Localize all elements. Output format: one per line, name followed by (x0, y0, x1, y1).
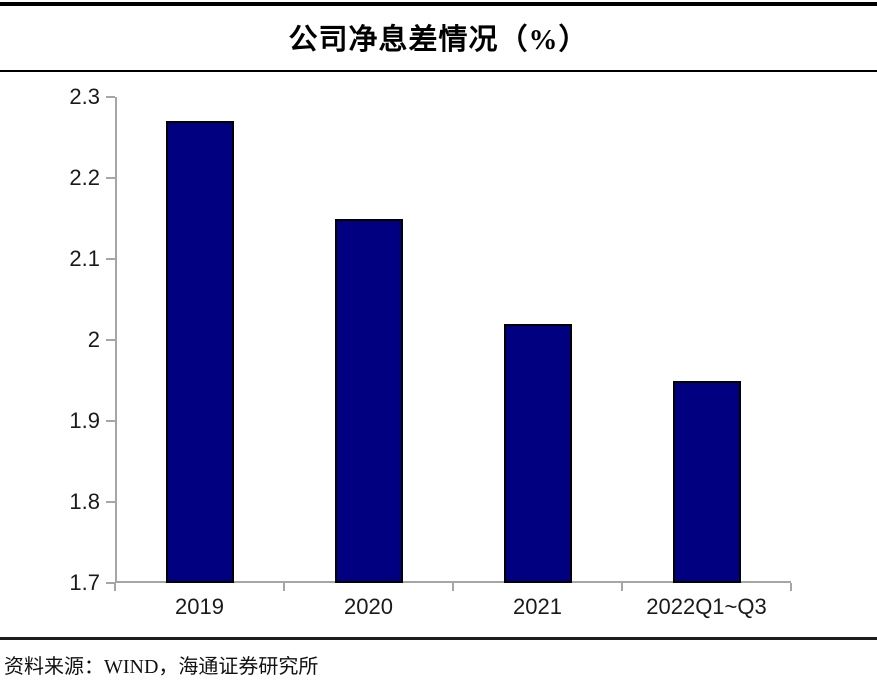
x-tick-mark (452, 583, 454, 591)
y-tick-label: 2 (87, 327, 100, 352)
x-tick-mark (114, 583, 116, 591)
y-tick-label: 1.8 (69, 489, 100, 514)
y-tick-label: 2.1 (69, 246, 100, 271)
y-tick-mark (106, 582, 115, 584)
plot-area (115, 97, 791, 583)
y-tick-mark (106, 258, 115, 260)
y-tick-mark (106, 96, 115, 98)
y-tick-mark (106, 177, 115, 179)
y-tick-label: 2.3 (69, 84, 100, 109)
bottom-border-rule (0, 637, 877, 640)
top-border-rule (0, 2, 877, 6)
y-tick-label: 2.2 (69, 165, 100, 190)
x-tick-mark (790, 583, 792, 591)
y-tick-mark (106, 339, 115, 341)
x-tick-label: 2022Q1~Q3 (646, 594, 767, 619)
bar-2019 (165, 121, 234, 583)
x-tick-label: 2020 (344, 594, 393, 619)
bar-2022Q1~Q3 (672, 380, 741, 583)
chart-title: 公司净息差情况（%） (288, 24, 589, 56)
y-tick-label: 1.9 (69, 408, 100, 433)
bar-2020 (334, 218, 403, 583)
x-tick-label: 2019 (175, 594, 224, 619)
x-tick-mark (621, 583, 623, 591)
x-tick-mark (283, 583, 285, 591)
x-tick-label: 2021 (513, 594, 562, 619)
y-tick-mark (106, 501, 115, 503)
bar-2021 (503, 323, 572, 583)
source-note: 资料来源：WIND，海通证券研究所 (4, 656, 319, 678)
title-divider-rule (0, 70, 877, 72)
y-tick-label: 1.7 (69, 570, 100, 595)
y-tick-mark (106, 420, 115, 422)
